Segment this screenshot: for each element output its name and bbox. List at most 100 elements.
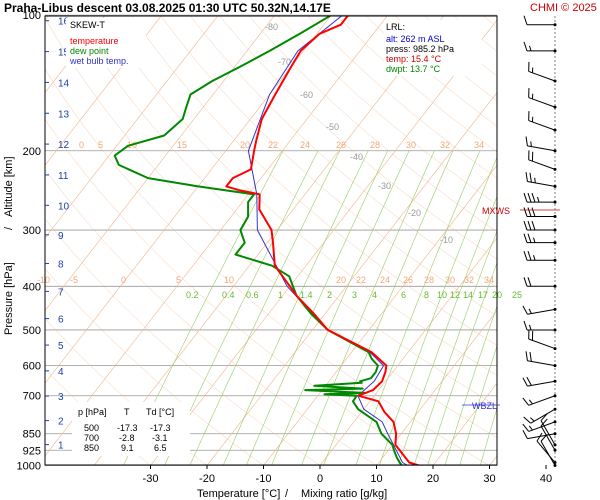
dry-adiabat-label: -50: [326, 122, 339, 132]
wind-barb-dot: [553, 364, 557, 368]
x-tick-label: -20: [199, 473, 215, 485]
isotherm-0: [320, 237, 497, 465]
wind-barb-dot: [553, 347, 557, 351]
wind-barb-staff: [528, 338, 556, 350]
wind-barb-dot: [553, 307, 557, 311]
wind-barb-feather: [527, 207, 532, 217]
isotherm-label: 22: [268, 140, 278, 150]
wind-barb-feather: [531, 207, 536, 217]
wind-barb: [523, 407, 557, 424]
dry-adiabat-190: [482, 16, 497, 28]
wind-barb-feather: [523, 233, 528, 243]
dry-adiabat-200: [512, 15, 600, 465]
wind-barb-staff: [527, 380, 556, 387]
pressure-tick-label: 700: [23, 391, 41, 403]
wind-barb-staff: [528, 421, 556, 432]
special-levels: MXWS WBZL: [462, 206, 560, 411]
pressure-tick-label: 850: [23, 429, 41, 441]
altitude-tick-label: 14: [58, 78, 70, 89]
wind-barb: [528, 150, 557, 171]
mixing-ratio-label: 17: [478, 290, 488, 300]
wind-barb-feather: [540, 418, 548, 427]
pressure-axis-ticks: 100 200 300 400 500 600 700 850 925 1000: [17, 10, 41, 472]
dry-adiabat-70: [131, 16, 497, 346]
altitude-tick-label: 1: [58, 441, 64, 452]
wind-barb-feather: [525, 351, 528, 361]
wind-barb-dot: [553, 79, 557, 83]
wind-barbs: [522, 15, 557, 467]
pressure-tick-label: 400: [23, 281, 41, 293]
wind-barb: [523, 192, 557, 204]
wind-barb-staff: [527, 145, 556, 152]
level-table: p [hPa] T Td [°C] 500 -17.3 -17.3 700 -2…: [72, 402, 190, 456]
wind-barb-feather: [529, 351, 532, 362]
isotherm--70: [45, 16, 275, 312]
wind-barb: [523, 320, 557, 332]
lrl-temperature: temp: 15.4 °C: [386, 54, 442, 64]
legend-wet-bulb: wet bulb temp.: [69, 56, 129, 66]
dry-adiabat-90: [190, 16, 497, 288]
table-header-td: Td [°C]: [146, 407, 174, 417]
wind-barb-feather: [527, 277, 532, 287]
wind-barb: [522, 420, 557, 432]
wind-barb: [528, 88, 557, 109]
wind-barb-staff: [528, 159, 556, 170]
legend: SKEW-T temperature dew point wet bulb te…: [66, 18, 146, 68]
wind-barb-feather: [522, 429, 528, 439]
legend-temperature: temperature: [70, 36, 119, 46]
mixing-ratio-label: 1.4: [300, 290, 313, 300]
isotherm-30: [489, 455, 497, 465]
isotherm-label: 26: [336, 140, 346, 150]
dry-adiabat-80: [160, 16, 497, 317]
pressure-tick-label: 1000: [17, 461, 41, 473]
lrl-title: LRL:: [386, 22, 405, 32]
altitude-tick-label: 2: [58, 417, 64, 428]
isotherm--50: [45, 16, 388, 457]
mixing-ratio-label: 12: [450, 290, 460, 300]
wind-barb-feather: [522, 305, 528, 315]
mixing-ratio-line-4: [323, 150, 454, 465]
dry-adiabat--10: [45, 268, 264, 465]
isotherm-label: 26: [403, 275, 413, 285]
dry-adiabat-label: -70: [278, 57, 291, 67]
wind-barb: [523, 233, 557, 245]
wind-barb-dot: [553, 128, 557, 132]
mixing-ratio-label: 0.6: [246, 290, 259, 300]
table-header-p: p [hPa]: [78, 407, 107, 417]
wind-barb-feather: [523, 207, 528, 217]
wind-barb-dot: [553, 420, 557, 424]
mixing-ratio-line-14: [427, 261, 497, 465]
wind-barb-dot: [553, 443, 557, 447]
table-row-850-p: 850: [84, 443, 99, 453]
dry-adiabat-0: [45, 218, 320, 465]
wind-barb-half-feather: [528, 399, 533, 405]
isotherm-label: 22: [356, 275, 366, 285]
mxws-label: MXWS: [482, 206, 510, 216]
wind-barb-dot: [553, 215, 557, 219]
copyright: CHMI © 2025: [530, 2, 597, 14]
xlabel-temperature: Temperature [°C]: [197, 488, 280, 500]
isotherm-label: 30: [406, 140, 416, 150]
wind-barb-staff: [528, 120, 556, 131]
mixing-ratio-line-17: [444, 305, 497, 465]
wind-barb-feather: [523, 220, 528, 231]
wind-barb: [522, 305, 557, 315]
isotherm-label: -5: [70, 275, 78, 285]
isotherm-label: 32: [440, 140, 450, 150]
altitude-tick-label: 6: [58, 315, 64, 326]
dry-adiabat-label: -30: [378, 181, 391, 191]
dry-adiabat-100: [219, 16, 497, 260]
x-tick-label: 20: [427, 473, 439, 485]
dry-adiabat-10: [45, 168, 377, 465]
wind-barb: [536, 432, 557, 465]
isotherm-label: 34: [484, 275, 494, 285]
mixing-ratio-label: 6: [401, 290, 406, 300]
pressure-tick-label: 100: [23, 10, 41, 22]
isotherm--90: [45, 16, 162, 166]
wind-barb-feather: [531, 220, 536, 231]
mixing-ratio-line-12: [413, 230, 497, 465]
dry-adiabat-label: -40: [350, 152, 363, 162]
isotherm-label: 10: [224, 275, 234, 285]
mixing-ratio-line-0.6: [189, 150, 340, 465]
wind-barb-staff: [540, 441, 556, 466]
